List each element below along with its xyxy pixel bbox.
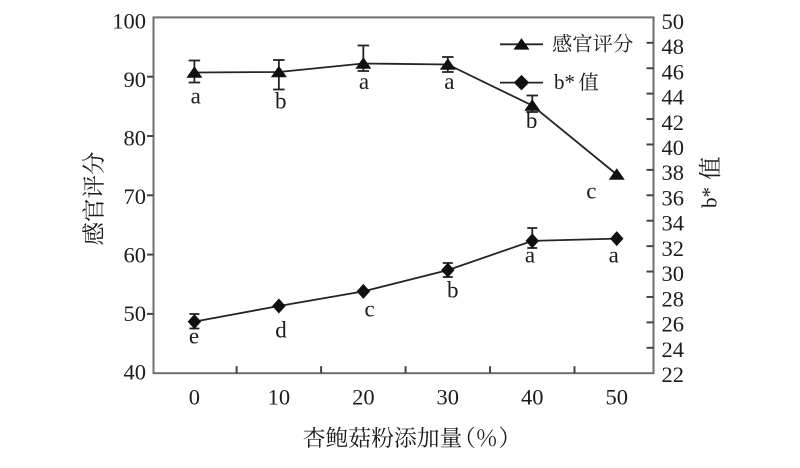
svg-text:46: 46 (662, 59, 685, 84)
svg-text:80: 80 (124, 125, 147, 150)
svg-text:50: 50 (606, 385, 629, 410)
svg-text:34: 34 (662, 211, 685, 236)
svg-text:b: b (275, 88, 287, 113)
svg-text:60: 60 (124, 242, 147, 267)
svg-text:20: 20 (352, 385, 375, 410)
svg-text:32: 32 (662, 236, 685, 261)
svg-text:36: 36 (662, 185, 685, 210)
svg-text:100: 100 (112, 8, 146, 33)
svg-text:22: 22 (662, 362, 685, 387)
svg-text:c: c (364, 297, 374, 322)
svg-text:26: 26 (662, 312, 685, 337)
svg-text:24: 24 (662, 337, 685, 362)
svg-text:28: 28 (662, 286, 685, 311)
svg-text:40: 40 (662, 135, 685, 160)
svg-text:40: 40 (124, 359, 147, 384)
svg-text:10: 10 (268, 385, 291, 410)
svg-text:50: 50 (124, 301, 147, 326)
svg-text:b: b (526, 108, 538, 133)
svg-text:30: 30 (437, 385, 460, 410)
svg-text:a: a (191, 83, 201, 108)
svg-text:42: 42 (662, 110, 685, 135)
svg-text:50: 50 (662, 9, 685, 34)
svg-text:d: d (275, 318, 287, 343)
svg-text:b*: b* (698, 187, 722, 208)
svg-text:a: a (444, 69, 454, 94)
svg-text:b*: b* (554, 70, 575, 94)
svg-text:90: 90 (124, 67, 147, 92)
svg-text:e: e (189, 324, 199, 349)
svg-text:70: 70 (124, 184, 147, 209)
svg-text:a: a (609, 243, 619, 268)
svg-text:a: a (525, 243, 535, 268)
svg-text:c: c (586, 179, 596, 204)
svg-text:a: a (359, 69, 369, 94)
svg-text:b: b (447, 278, 459, 303)
svg-text:40: 40 (521, 385, 544, 410)
svg-text:30: 30 (662, 261, 685, 286)
svg-text:48: 48 (662, 34, 685, 59)
svg-text:0: 0 (189, 385, 200, 410)
svg-text:38: 38 (662, 160, 685, 185)
svg-text:44: 44 (662, 85, 685, 110)
